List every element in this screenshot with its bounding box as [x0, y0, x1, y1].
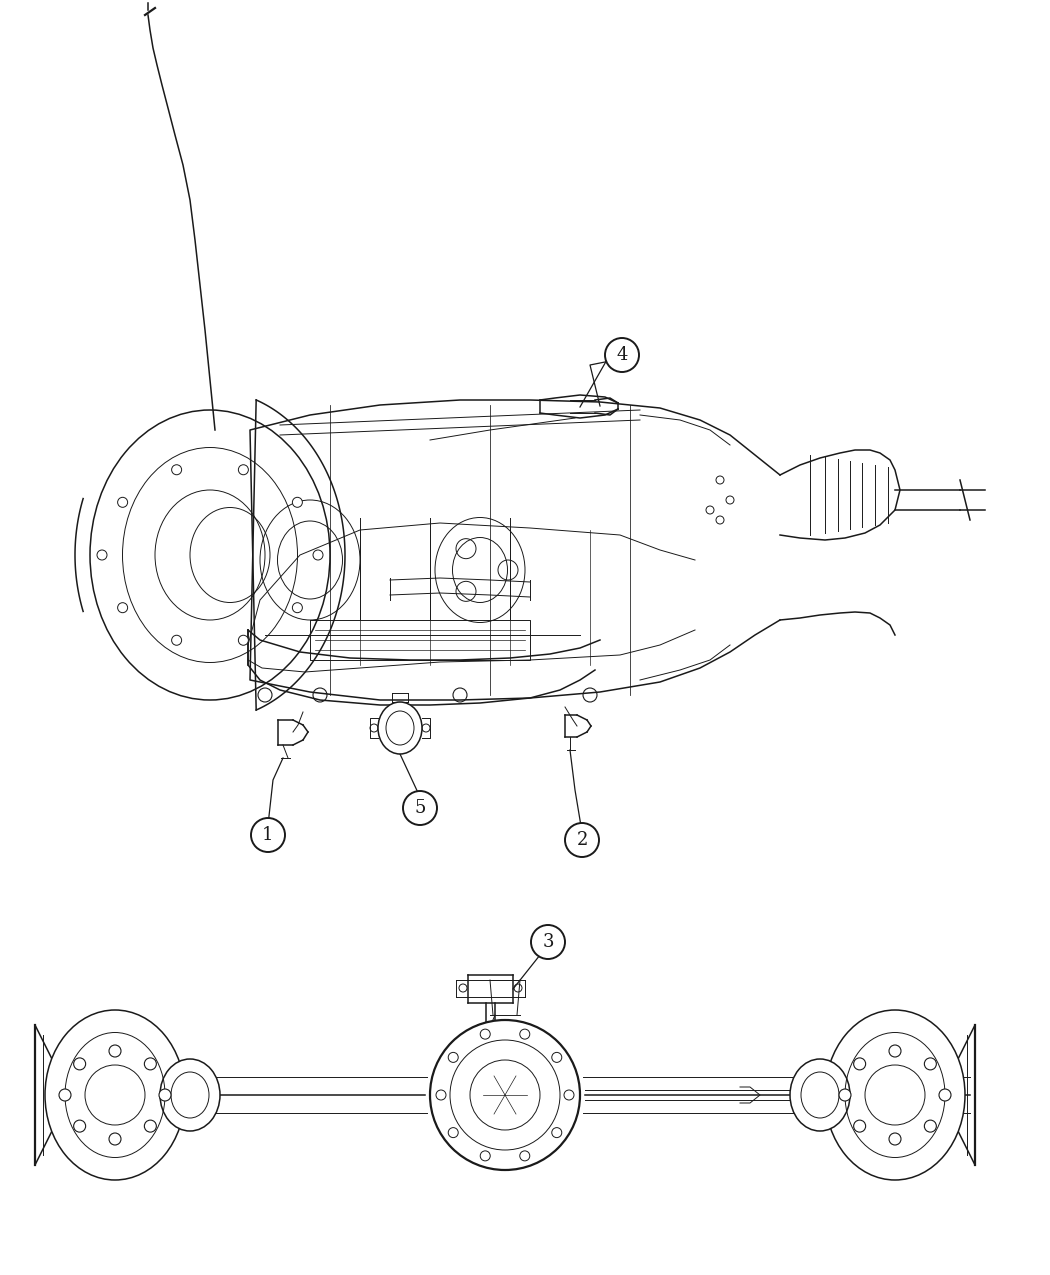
- Circle shape: [889, 1046, 901, 1057]
- Circle shape: [552, 1127, 562, 1137]
- Circle shape: [605, 338, 639, 372]
- Text: 4: 4: [616, 346, 628, 363]
- Circle shape: [292, 603, 302, 613]
- Circle shape: [118, 497, 128, 507]
- Circle shape: [583, 688, 597, 703]
- Circle shape: [924, 1121, 937, 1132]
- Circle shape: [565, 822, 598, 857]
- Circle shape: [480, 1151, 490, 1160]
- Circle shape: [552, 1052, 562, 1062]
- Text: 1: 1: [262, 826, 274, 844]
- Text: 2: 2: [576, 831, 588, 849]
- Circle shape: [436, 1090, 446, 1100]
- Circle shape: [854, 1121, 865, 1132]
- Ellipse shape: [378, 703, 422, 754]
- Circle shape: [159, 1089, 171, 1102]
- Circle shape: [564, 1090, 574, 1100]
- Circle shape: [939, 1089, 951, 1102]
- Circle shape: [453, 688, 467, 703]
- Circle shape: [313, 550, 323, 560]
- Circle shape: [251, 819, 285, 852]
- Circle shape: [924, 1058, 937, 1070]
- Circle shape: [258, 688, 272, 703]
- Ellipse shape: [45, 1010, 185, 1179]
- Ellipse shape: [160, 1060, 220, 1131]
- Circle shape: [839, 1089, 850, 1102]
- Circle shape: [74, 1121, 86, 1132]
- Circle shape: [118, 603, 128, 613]
- Circle shape: [889, 1133, 901, 1145]
- Circle shape: [531, 924, 565, 959]
- Circle shape: [448, 1127, 458, 1137]
- Circle shape: [74, 1058, 86, 1070]
- Circle shape: [403, 790, 437, 825]
- Circle shape: [448, 1052, 458, 1062]
- Ellipse shape: [825, 1010, 965, 1179]
- Circle shape: [109, 1133, 121, 1145]
- Circle shape: [520, 1029, 530, 1039]
- Circle shape: [238, 465, 249, 474]
- Circle shape: [430, 1020, 580, 1170]
- Circle shape: [480, 1029, 490, 1039]
- Circle shape: [520, 1151, 530, 1160]
- Circle shape: [171, 635, 182, 645]
- Circle shape: [171, 465, 182, 474]
- Circle shape: [59, 1089, 71, 1102]
- Circle shape: [109, 1046, 121, 1057]
- Circle shape: [854, 1058, 865, 1070]
- Text: 5: 5: [415, 799, 425, 817]
- Text: 3: 3: [542, 933, 553, 951]
- Circle shape: [144, 1121, 156, 1132]
- Ellipse shape: [790, 1060, 851, 1131]
- Circle shape: [97, 550, 107, 560]
- Circle shape: [292, 497, 302, 507]
- Circle shape: [144, 1058, 156, 1070]
- Circle shape: [238, 635, 249, 645]
- Circle shape: [313, 688, 327, 703]
